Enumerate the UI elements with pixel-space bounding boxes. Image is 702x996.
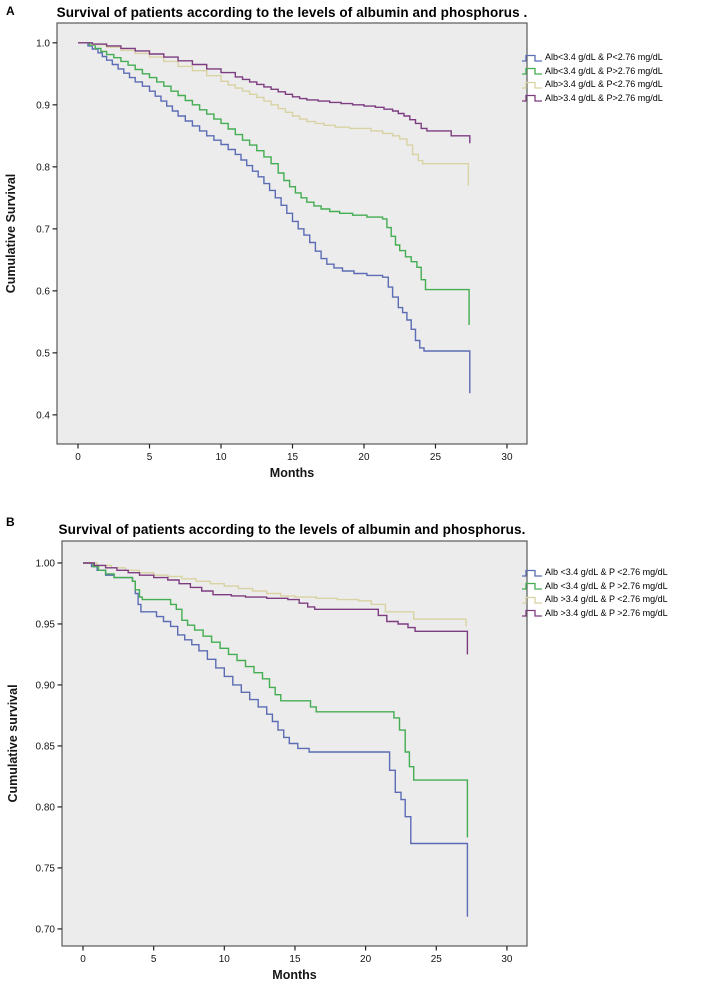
panel-a-title: Survival of patients according to the le… — [56, 5, 528, 20]
legend-label: Alb <3.4 g/dL & P <2.76 mg/dL — [545, 567, 668, 578]
legend-label: Alb>3.4 g/dL & P>2.76 mg/dL — [545, 92, 663, 103]
panel-b-chart: 0 5 10 15 20 25 30 1.00 0.95 0.90 0.85 0.80 0.75 0.70… — [6, 540, 528, 982]
svg-text:0.85: 0.85 — [36, 741, 56, 752]
svg-text:25: 25 — [430, 452, 442, 463]
survival-panel-b: B Survival of patients according to the … — [0, 505, 702, 996]
survival-curve — [78, 42, 470, 186]
svg-text:1.0: 1.0 — [36, 38, 50, 49]
legend-item: Alb >3.4 g/dL & P >2.76 mg/dL — [521, 607, 668, 620]
legend-item: Alb>3.4 g/dL & P<2.76 mg/dL — [521, 78, 663, 91]
svg-text:10: 10 — [219, 954, 231, 965]
legend-step-line-icon — [522, 81, 542, 89]
svg-text:30: 30 — [501, 954, 513, 965]
panel-b-title: Survival of patients according to the le… — [58, 522, 526, 537]
legend-label: Alb>3.4 g/dL & P<2.76 mg/dL — [545, 79, 663, 90]
svg-text:25: 25 — [431, 954, 443, 965]
svg-text:0.75: 0.75 — [36, 863, 56, 874]
legend-item: Alb >3.4 g/dL & P <2.76 mg/dL — [521, 593, 668, 606]
svg-text:30: 30 — [501, 452, 513, 463]
svg-text:0.70: 0.70 — [36, 924, 56, 935]
legend-label: Alb >3.4 g/dL & P <2.76 mg/dL — [545, 594, 668, 605]
legend-label: Alb<3.4 g/dL & P<2.76 mg/dL — [545, 52, 663, 63]
survival-curve — [78, 42, 470, 325]
panel-a-chart: 0 5 10 15 20 25 30 1.0 0.9 0.8 0.7 0.6 0.5 0.4 Months C… — [4, 22, 528, 480]
survival-curve — [78, 42, 471, 144]
survival-curve — [78, 42, 471, 394]
svg-text:0.95: 0.95 — [36, 619, 56, 630]
svg-text:15: 15 — [287, 452, 299, 463]
panel-a-legend: Alb<3.4 g/dL & P<2.76 mg/dL Alb<3.4 g/dL … — [521, 51, 663, 104]
legend-item: Alb<3.4 g/dL & P<2.76 mg/dL — [521, 51, 663, 64]
panel-b-legend: Alb <3.4 g/dL & P <2.76 mg/dL Alb <3.4 g/… — [521, 566, 668, 619]
survival-curve — [83, 562, 469, 655]
svg-text:0.90: 0.90 — [36, 680, 56, 691]
legend-step-line-icon — [522, 95, 542, 102]
svg-text:15: 15 — [289, 954, 301, 965]
legend-label: Alb >3.4 g/dL & P >2.76 mg/dL — [545, 607, 668, 618]
svg-text:Cumulative survival: Cumulative survival — [6, 684, 20, 802]
survival-curve — [83, 562, 469, 838]
survival-curve — [83, 562, 469, 917]
legend-label: Alb<3.4 g/dL & P>2.76 mg/dL — [545, 65, 663, 76]
legend-step-line-icon — [522, 583, 542, 590]
survival-panel-a: A Survival of patients according to the … — [4, 4, 663, 480]
svg-text:5: 5 — [147, 452, 153, 463]
svg-text:0.5: 0.5 — [36, 348, 50, 359]
panel-b-letter: B — [6, 515, 15, 529]
legend-item: Alb <3.4 g/dL & P <2.76 mg/dL — [521, 566, 668, 579]
svg-text:0: 0 — [80, 954, 86, 965]
svg-text:20: 20 — [358, 452, 370, 463]
legend-step-line-icon — [522, 610, 542, 617]
svg-text:20: 20 — [360, 954, 372, 965]
svg-text:0.7: 0.7 — [36, 224, 50, 235]
legend-item: Alb <3.4 g/dL & P >2.76 mg/dL — [521, 580, 668, 593]
svg-text:0: 0 — [75, 452, 81, 463]
svg-text:5: 5 — [151, 954, 157, 965]
svg-text:1.00: 1.00 — [36, 558, 56, 569]
svg-text:0.9: 0.9 — [36, 100, 50, 111]
legend-label: Alb <3.4 g/dL & P >2.76 mg/dL — [545, 580, 668, 591]
legend-step-line-icon — [522, 68, 542, 75]
legend-step-line-icon — [522, 54, 542, 62]
survival-curve — [83, 562, 467, 627]
svg-text:Cumulative Survival: Cumulative Survival — [4, 174, 18, 294]
svg-text:0.4: 0.4 — [36, 410, 50, 421]
svg-text:0.6: 0.6 — [36, 286, 50, 297]
panel-a-letter: A — [6, 4, 15, 18]
svg-text:10: 10 — [215, 452, 227, 463]
svg-text:Months: Months — [272, 968, 316, 982]
legend-item: Alb<3.4 g/dL & P>2.76 mg/dL — [521, 65, 663, 78]
svg-text:0.80: 0.80 — [36, 802, 56, 813]
legend-step-line-icon — [522, 596, 542, 604]
legend-step-line-icon — [522, 569, 542, 577]
svg-text:Months: Months — [270, 466, 314, 480]
legend-item: Alb>3.4 g/dL & P>2.76 mg/dL — [521, 92, 663, 105]
svg-text:0.8: 0.8 — [36, 162, 50, 173]
